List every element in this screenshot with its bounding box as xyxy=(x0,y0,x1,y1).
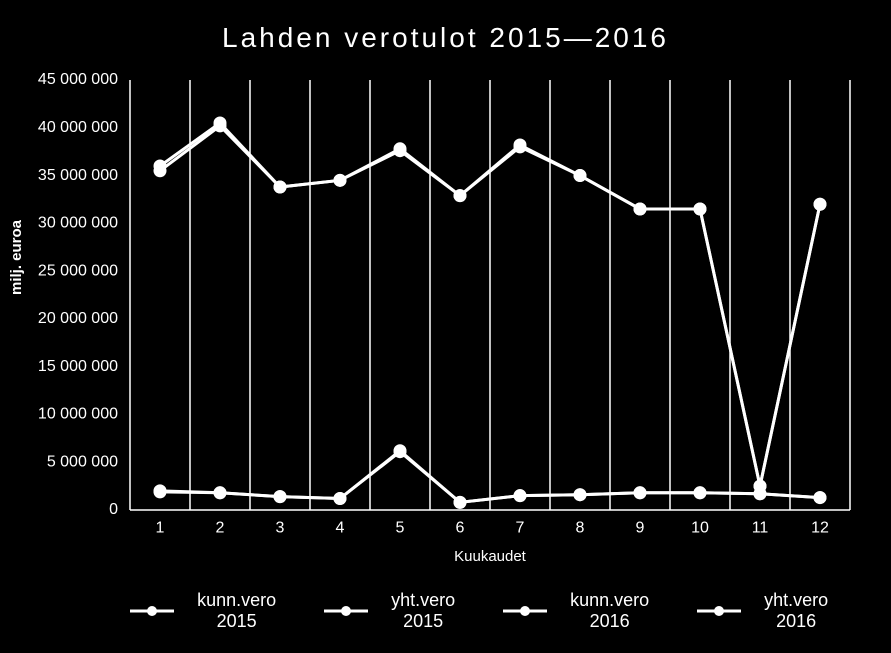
x-tick-label: 10 xyxy=(691,519,709,536)
y-axis-title: milj. euroa xyxy=(8,220,25,295)
y-tick-label: 40 000 000 xyxy=(38,119,118,136)
y-tick-label: 30 000 000 xyxy=(38,215,118,232)
legend-label: yht.vero 2016 xyxy=(742,590,850,632)
y-tick-label: 25 000 000 xyxy=(38,262,118,279)
legend-marker-icon xyxy=(324,604,367,618)
legend-item: yht.vero 2015 xyxy=(324,590,477,632)
y-tick-label: 35 000 000 xyxy=(38,167,118,184)
x-tick-label: 6 xyxy=(456,519,465,536)
x-tick-label: 4 xyxy=(336,519,345,536)
legend-label: kunn.vero 2016 xyxy=(548,590,670,632)
line-chart-svg: 05 000 00010 000 00015 000 00020 000 000… xyxy=(130,80,850,510)
legend-item: kunn.vero 2015 xyxy=(130,590,298,632)
chart-container: Lahden verotulot 2015—2016 milj. euroa 0… xyxy=(0,0,891,653)
y-tick-label: 10 000 000 xyxy=(38,406,118,423)
legend-item: kunn.vero 2016 xyxy=(503,590,671,632)
legend-marker-icon xyxy=(130,604,173,618)
legend-label: yht.vero 2015 xyxy=(369,590,477,632)
x-tick-label: 12 xyxy=(811,519,829,536)
y-tick-label: 15 000 000 xyxy=(38,358,118,375)
x-tick-label: 5 xyxy=(396,519,405,536)
y-tick-label: 5 000 000 xyxy=(47,453,118,470)
x-tick-label: 11 xyxy=(752,519,769,536)
plot-area: 05 000 00010 000 00015 000 00020 000 000… xyxy=(130,80,850,510)
x-tick-label: 9 xyxy=(636,519,645,536)
legend-marker-icon xyxy=(697,604,740,618)
legend-marker-icon xyxy=(503,604,546,618)
y-tick-label: 20 000 000 xyxy=(38,310,118,327)
x-axis-title: Kuukaudet xyxy=(130,548,850,565)
y-tick-label: 0 xyxy=(109,501,118,518)
legend: kunn.vero 2015 yht.vero 2015 kunn.vero 201… xyxy=(130,590,850,632)
legend-item: yht.vero 2016 xyxy=(697,590,850,632)
x-tick-label: 7 xyxy=(516,519,525,536)
chart-title: Lahden verotulot 2015—2016 xyxy=(0,22,891,54)
y-tick-label: 45 000 000 xyxy=(38,71,118,88)
x-tick-label: 2 xyxy=(216,519,225,536)
x-tick-label: 3 xyxy=(276,519,285,536)
x-tick-label: 1 xyxy=(156,519,165,536)
x-tick-label: 8 xyxy=(576,519,585,536)
legend-label: kunn.vero 2015 xyxy=(175,590,297,632)
